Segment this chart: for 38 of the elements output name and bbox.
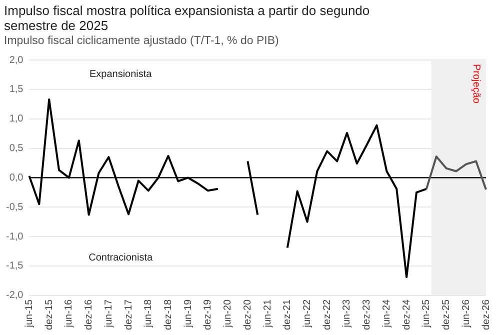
y-tick-label: 0,5: [9, 143, 24, 154]
x-tick-label: dez-15: [44, 298, 55, 330]
x-tick-label: jun-23: [342, 299, 353, 328]
x-tick-label: dez-17: [123, 298, 134, 330]
x-tick-label: jun-24: [381, 299, 392, 328]
x-tick-label: dez-20: [242, 298, 254, 330]
y-tick-label: 2,0: [9, 54, 24, 66]
x-tick-label: dez-23: [362, 298, 373, 330]
x-tick-label: jun-17: [103, 299, 114, 328]
x-tick-label: jun-26: [460, 299, 472, 328]
y-tick-label: 1,0: [9, 114, 24, 125]
x-tick-label: jun-18: [143, 299, 154, 328]
x-tick-label: jun-16: [64, 299, 75, 328]
x-tick-label: dez-18: [163, 298, 174, 330]
x-tick-label: jun-25: [421, 299, 432, 328]
annotation: Contracionista: [88, 252, 153, 264]
x-tick-label: jun-15: [24, 299, 35, 328]
x-tick-label: jun-22: [302, 299, 314, 328]
x-tick-label: dez-22: [322, 298, 333, 330]
chart-subtitle: Impulso fiscal ciclicamente ajustado (T/T-1, % do PIB): [3, 34, 280, 48]
chart-title: Impulso fiscal mostra política expansionista a partir do segundo semestre de 2025: [3, 2, 371, 33]
y-tick-label: -1,0: [6, 231, 24, 242]
x-tick-label: jun-19: [182, 299, 194, 328]
x-tick-label: dez-21: [282, 298, 294, 330]
band-label: Projeção: [470, 64, 482, 104]
x-tick-label: jun-21: [262, 299, 274, 328]
x-tick-label: dez-24: [401, 298, 412, 330]
y-tick-label: -0,5: [6, 202, 24, 213]
y-tick-label: -1,5: [6, 260, 24, 272]
x-tick-label: dez-16: [84, 298, 95, 330]
y-tick-label: 0,0: [9, 172, 24, 184]
x-tick-label: dez-19: [202, 298, 214, 330]
x-tick-label: dez-25: [441, 298, 452, 330]
y-tick-label: 1,5: [9, 84, 24, 96]
y-tick-label: -2,0: [6, 290, 24, 302]
x-tick-label: jun-20: [222, 299, 234, 328]
annotation: Expansionista: [89, 68, 152, 80]
x-tick-label: dez-26: [480, 298, 492, 330]
